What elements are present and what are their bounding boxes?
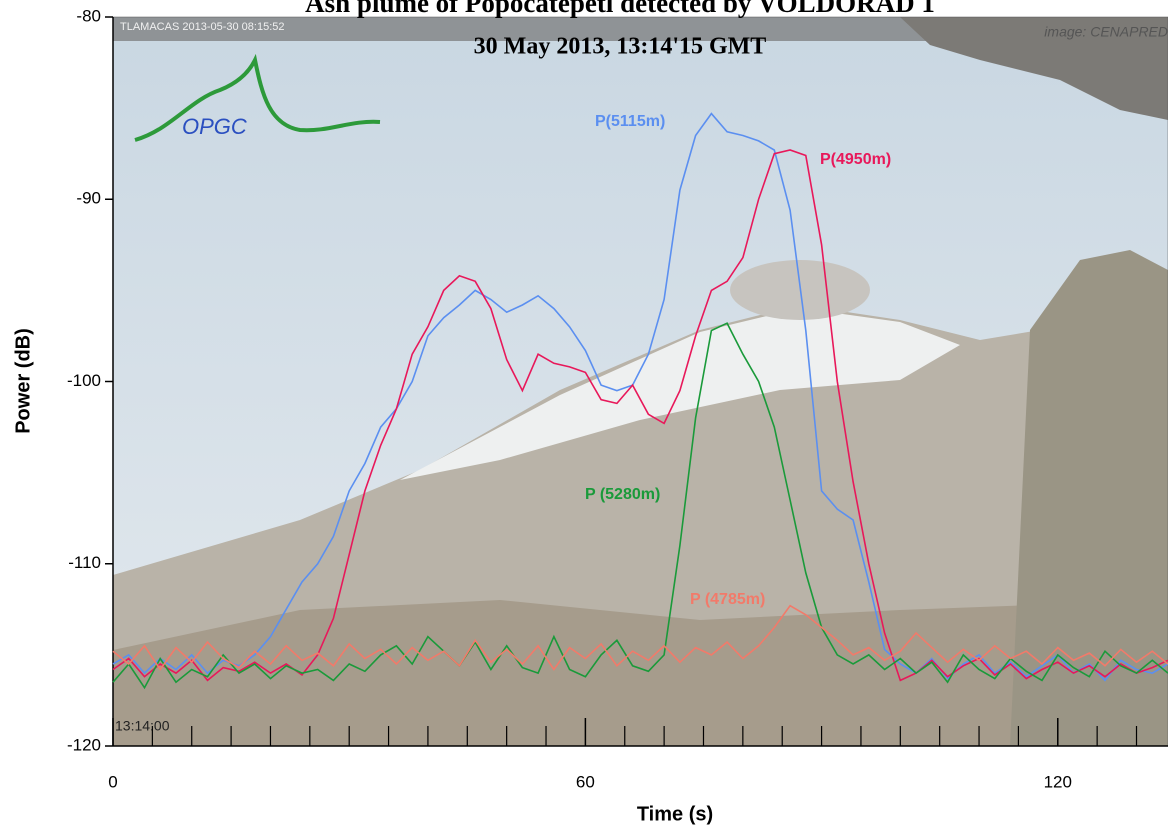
chart: OPGC TLAMACAS 2013-05-30 08:15:52 image:…: [0, 0, 1168, 830]
chart-subtitle: 30 May 2013, 13:14'15 GMT: [474, 34, 767, 60]
x-axis-label: Time (s): [637, 803, 713, 825]
y-tick-label: -80: [76, 6, 101, 25]
y-tick-label: -110: [68, 553, 101, 572]
timestamp: 13:14:00: [115, 718, 170, 734]
series-label: P(4950m): [820, 151, 891, 168]
logo: OPGC: [182, 114, 247, 139]
x-tick-label: 60: [576, 772, 595, 791]
x-tick-label: 120: [1044, 772, 1072, 791]
series-label: P (4785m): [690, 591, 765, 608]
x-tick-label: 0: [108, 772, 117, 791]
image-credit: image: CENAPRED: [1044, 24, 1168, 40]
series-label: P(5115m): [595, 113, 665, 130]
series-label: P (5280m): [585, 486, 660, 503]
y-tick-label: -100: [67, 371, 101, 390]
y-tick-label: -120: [67, 735, 101, 754]
y-axis-label: Power (dB): [12, 328, 34, 434]
photo-caption: TLAMACAS 2013-05-30 08:15:52: [120, 21, 285, 33]
chart-title: Ash plume of Popocatepetl detected by VO…: [305, 0, 935, 18]
y-tick-label: -90: [76, 189, 101, 208]
